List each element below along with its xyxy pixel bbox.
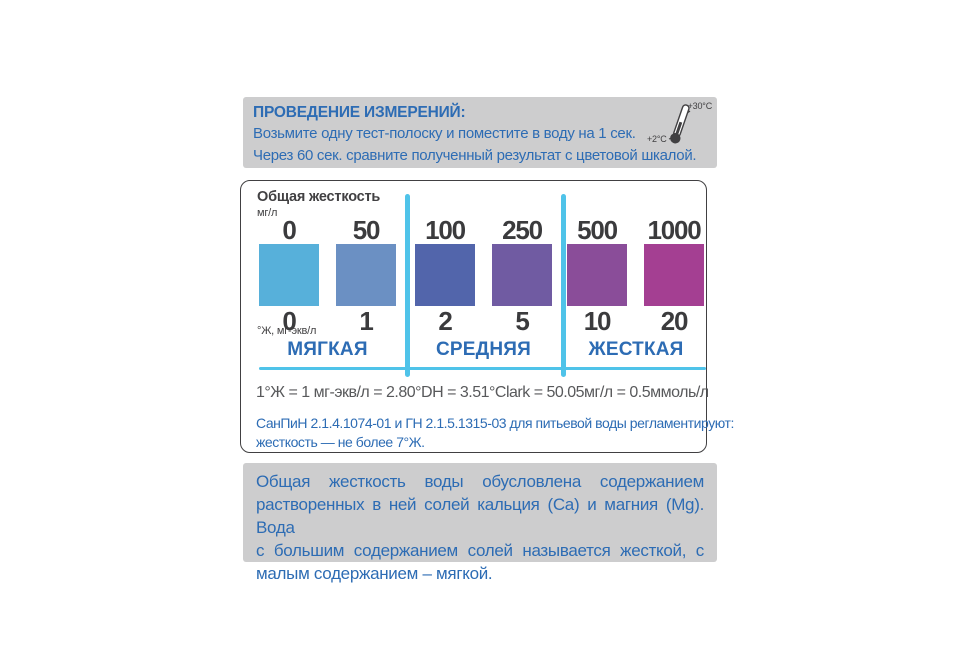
- scale-title: Общая жесткость: [257, 189, 381, 205]
- unit-mg-per-l: мг/л: [257, 207, 278, 219]
- description-line-4: малым содержанием – мягкой.: [256, 564, 493, 583]
- color-swatch: [567, 244, 627, 306]
- swatch-column-5: 1000 20: [644, 217, 704, 334]
- instructions-line-1: Возьмите одну тест-полоску и поместите в…: [253, 125, 636, 142]
- instructions-panel: ПРОВЕДЕНИЕ ИЗМЕРЕНИЙ: Возьмите одну тест…: [243, 97, 717, 168]
- mg-value-label: 500: [577, 215, 618, 245]
- swatch-column-0: 0 0: [259, 217, 319, 334]
- thermometer-icon: [668, 104, 691, 144]
- swatch-column-3: 250 5: [492, 217, 552, 334]
- description-panel: Общая жесткость воды обусловлена содержа…: [243, 463, 717, 583]
- regulation-line-2: жесткость — не более 7°Ж.: [256, 434, 425, 450]
- instructions-line-2: Через 60 сек. сравните полученный резуль…: [253, 147, 697, 164]
- zh-value-label: 20: [660, 306, 689, 336]
- scale-underline: [259, 367, 706, 370]
- swatch-column-4: 500 10: [567, 217, 627, 334]
- mg-value-label: 0: [282, 215, 296, 245]
- swatch-column-2: 100 2: [415, 217, 475, 334]
- color-swatch: [415, 244, 475, 306]
- color-swatch: [336, 244, 396, 306]
- description-line-1: Общая жесткость воды обусловлена содержа…: [256, 472, 704, 491]
- range-divider-2: [561, 194, 566, 377]
- unit-zh-mg-ekv-l: °Ж, мг-экв/л: [257, 325, 317, 337]
- category-medium: СРЕДНЯЯ: [435, 339, 532, 360]
- zh-value-label: 10: [583, 306, 612, 336]
- description-line-3: с большим содержанием солей называется ж…: [256, 541, 704, 560]
- zh-value-label: 1: [359, 306, 373, 336]
- zh-value-label: 2: [438, 306, 452, 336]
- color-scale-panel: Общая жесткость мг/л 0 0 50 1 100 2 250 …: [240, 180, 734, 453]
- temperature-range-indicator: +30°C +2°C: [647, 98, 715, 156]
- mg-value-label: 250: [502, 215, 543, 245]
- zh-value-label: 0: [282, 306, 296, 336]
- color-swatch: [259, 244, 319, 306]
- category-hard: ЖЕСТКАЯ: [588, 339, 684, 360]
- color-swatch: [644, 244, 704, 306]
- mg-value-label: 1000: [647, 215, 701, 245]
- color-swatch: [492, 244, 552, 306]
- range-divider-1: [405, 194, 410, 377]
- conversion-formula: 1°Ж = 1 мг-экв/л = 2.80°DH = 3.51°Clark …: [256, 384, 709, 401]
- regulation-note: СанПиН 2.1.4.1074-01 и ГН 2.1.5.1315-03 …: [256, 414, 734, 452]
- max-temperature-label: +30°C: [687, 101, 713, 111]
- instructions-title: ПРОВЕДЕНИЕ ИЗМЕРЕНИЙ:: [253, 104, 466, 121]
- min-temperature-label: +2°C: [647, 134, 667, 144]
- zh-value-label: 5: [515, 306, 529, 336]
- mg-value-label: 50: [352, 215, 381, 245]
- mg-value-label: 100: [425, 215, 466, 245]
- category-soft: МЯГКАЯ: [287, 339, 368, 360]
- description-line-2: растворенных в ней солей кальция (Ca) и …: [256, 495, 704, 537]
- swatch-column-1: 50 1: [336, 217, 396, 334]
- regulation-line-1: СанПиН 2.1.4.1074-01 и ГН 2.1.5.1315-03 …: [256, 415, 734, 431]
